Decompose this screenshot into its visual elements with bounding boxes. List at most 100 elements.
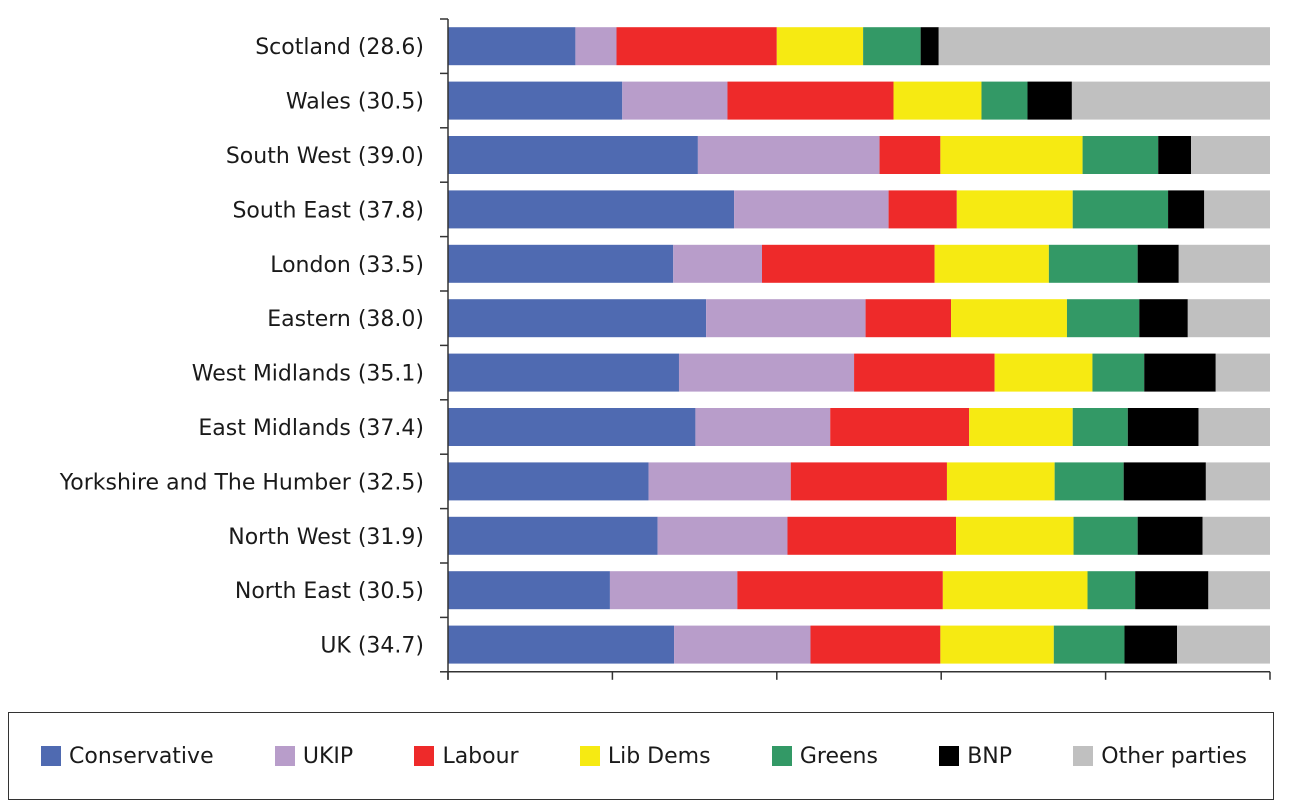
bar-segment-labour bbox=[888, 190, 957, 229]
bar-segment-greens bbox=[1073, 516, 1138, 555]
bar-segment-greens bbox=[1087, 571, 1136, 610]
bar-segment-conservative bbox=[448, 408, 696, 446]
category-label: South East (37.8) bbox=[232, 198, 424, 223]
legend-swatch bbox=[414, 746, 435, 766]
bar-segment-other-parties bbox=[1187, 299, 1270, 338]
bar-segment-conservative bbox=[448, 353, 679, 392]
bar-segment-ukip bbox=[695, 408, 831, 446]
bar-segment-other-parties bbox=[1215, 353, 1270, 392]
bar-segment-bnp bbox=[1137, 244, 1179, 283]
category-label: West Midlands (35.1) bbox=[192, 362, 424, 387]
bar-segment-ukip bbox=[678, 353, 855, 392]
bar-segment-conservative bbox=[448, 462, 649, 501]
bar-segment-ukip bbox=[648, 462, 791, 501]
bar-segment-lib-dems bbox=[969, 408, 1073, 446]
category-label: South West (39.0) bbox=[226, 144, 424, 169]
category-label: Yorkshire and The Humber (32.5) bbox=[59, 470, 424, 495]
bar-segment-bnp bbox=[1139, 299, 1188, 338]
bar-segment-ukip bbox=[706, 299, 866, 338]
bar-segment-lib-dems bbox=[934, 244, 1049, 283]
bar-segment-ukip bbox=[734, 190, 889, 229]
bar-segment-other-parties bbox=[1204, 190, 1270, 229]
category-label: Scotland (28.6) bbox=[255, 35, 424, 60]
legend-label: Lib Dems bbox=[607, 743, 711, 769]
bar-segment-lib-dems bbox=[940, 136, 1083, 174]
bar-segment-bnp bbox=[920, 27, 939, 66]
bar-segment-bnp bbox=[1144, 353, 1216, 392]
legend-item-ukip: UKIP bbox=[274, 743, 354, 769]
bar-segment-labour bbox=[879, 136, 941, 174]
bar-segment-lib-dems bbox=[893, 81, 982, 120]
bar-segment-greens bbox=[1082, 136, 1159, 174]
bar-segment-conservative bbox=[448, 299, 707, 338]
bar-segment-other-parties bbox=[1177, 625, 1270, 664]
bar-segment-bnp bbox=[1135, 571, 1209, 610]
bar-segment-bnp bbox=[1124, 625, 1178, 664]
bar-segment-labour bbox=[790, 462, 947, 501]
bar-segment-labour bbox=[865, 299, 952, 338]
bar-segment-ukip bbox=[674, 625, 811, 664]
bar-segment-lib-dems bbox=[942, 571, 1088, 610]
bar-segment-greens bbox=[863, 27, 921, 66]
bar-segment-labour bbox=[762, 244, 935, 283]
bar-segment-ukip bbox=[609, 571, 738, 610]
legend-label: BNP bbox=[967, 743, 1013, 769]
bar-segment-ukip bbox=[622, 81, 728, 120]
stacked-bar-chart: Scotland (28.6) Wales (30.5) South West (3… bbox=[59, 18, 1301, 730]
legend-swatch bbox=[41, 746, 61, 766]
bar-segment-lib-dems bbox=[776, 27, 864, 66]
bar-segment-conservative bbox=[448, 81, 623, 120]
bar-segment-labour bbox=[727, 81, 894, 120]
bar-segment-labour bbox=[616, 27, 777, 66]
bar-segment-bnp bbox=[1027, 81, 1072, 120]
legend-label: Labour bbox=[442, 743, 519, 769]
legend-swatch bbox=[771, 746, 792, 766]
legend-item-other-parties: Other parties bbox=[1073, 744, 1247, 769]
category-label: East Midlands (37.4) bbox=[198, 416, 424, 441]
legend-label: UKIP bbox=[302, 743, 354, 769]
bar-segment-conservative bbox=[448, 190, 735, 229]
bar-segment-other-parties bbox=[1178, 244, 1270, 283]
category-label: Wales (30.5) bbox=[286, 90, 424, 115]
legend-swatch bbox=[579, 746, 600, 766]
legend-item-greens: Greens bbox=[771, 743, 878, 769]
bar-segment-ukip bbox=[657, 516, 788, 555]
bar-segment-ukip bbox=[575, 27, 617, 66]
legend-label: Other parties bbox=[1101, 743, 1247, 769]
bar-segment-other-parties bbox=[938, 27, 1270, 66]
legend-item-conservative: Conservative bbox=[41, 744, 214, 769]
bar-segment-ukip bbox=[697, 136, 880, 174]
bar-segment-labour bbox=[830, 408, 970, 446]
legend-item-lib-dems: Lib Dems bbox=[579, 743, 711, 769]
bar-segment-labour bbox=[787, 516, 956, 555]
legend-label: Conservative bbox=[69, 743, 214, 769]
legend-swatch bbox=[1073, 746, 1094, 766]
bar-segment-lib-dems bbox=[956, 516, 1074, 555]
bar-segment-greens bbox=[1066, 299, 1140, 338]
bar-segment-greens bbox=[981, 81, 1028, 120]
category-label: Eastern (38.0) bbox=[267, 307, 424, 332]
legend-swatch bbox=[939, 746, 960, 766]
bar-segment-lib-dems bbox=[951, 299, 1067, 338]
bar-segment-lib-dems bbox=[940, 625, 1054, 664]
bar-segment-bnp bbox=[1127, 408, 1199, 446]
category-label: UK (34.7) bbox=[320, 634, 424, 659]
legend-label: Greens bbox=[799, 743, 878, 769]
legend-item-bnp: BNP bbox=[939, 744, 1012, 769]
bar-segment-conservative bbox=[448, 516, 658, 555]
bar-segment-labour bbox=[810, 625, 941, 664]
bar-segment-lib-dems bbox=[956, 190, 1073, 229]
legend-swatch bbox=[274, 746, 295, 766]
bar-segment-bnp bbox=[1137, 516, 1203, 555]
bar-segment-conservative bbox=[448, 625, 675, 664]
bar-segment-other-parties bbox=[1208, 571, 1270, 610]
bar-segment-conservative bbox=[448, 244, 674, 283]
bar-segment-bnp bbox=[1158, 136, 1192, 174]
bar-segment-other-parties bbox=[1202, 516, 1270, 555]
bar-segment-bnp bbox=[1168, 190, 1205, 229]
bar-segment-bnp bbox=[1123, 462, 1206, 501]
bar-segment-other-parties bbox=[1191, 136, 1270, 174]
bar-segment-other-parties bbox=[1205, 462, 1270, 501]
bar-segment-lib-dems bbox=[946, 462, 1055, 501]
